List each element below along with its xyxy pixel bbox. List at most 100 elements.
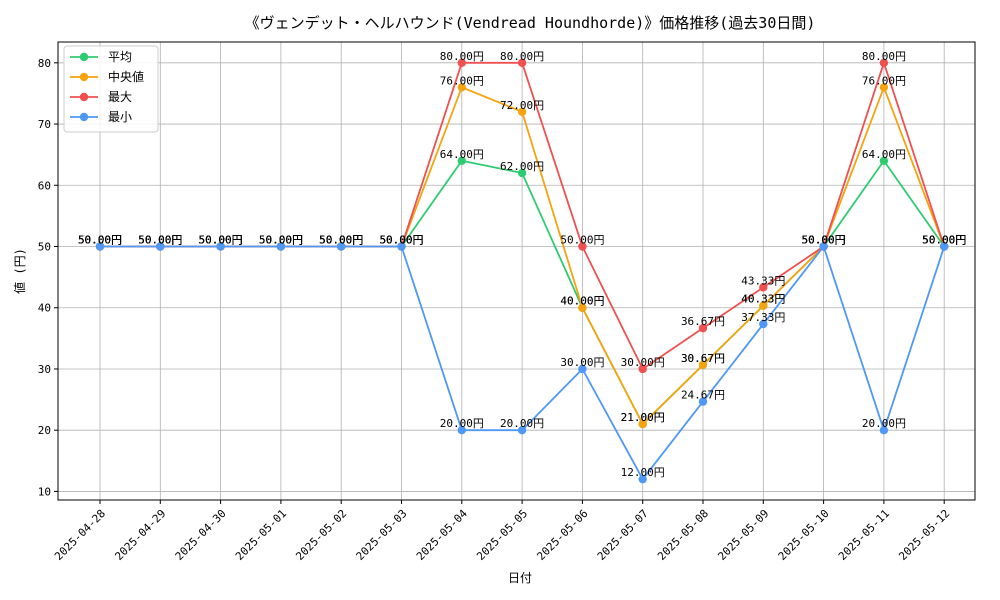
data-point	[698, 323, 708, 333]
data-label: 20.00円	[500, 417, 544, 430]
axes	[54, 41, 976, 504]
x-tick-label: 2025-05-05	[474, 507, 530, 563]
data-label: 50.00円	[78, 234, 122, 247]
data-point	[457, 156, 466, 165]
data-label: 50.00円	[802, 234, 846, 247]
data-label: 50.00円	[922, 234, 966, 247]
data-point	[517, 168, 527, 178]
x-tick-label: 2025-05-12	[896, 507, 952, 563]
data-label: 50.00円	[379, 234, 423, 247]
data-point	[638, 364, 647, 374]
legend-label: 最小	[108, 110, 132, 124]
series-group	[95, 58, 949, 484]
x-tick-label: 2025-05-04	[414, 507, 470, 563]
data-point	[457, 58, 466, 68]
data-label: 50.00円	[319, 234, 363, 247]
data-label: 40.00円	[560, 295, 604, 308]
plot-frame	[57, 41, 976, 501]
chart-title: 《ヴェンデット・ヘルハウンド(Vendread Houndhorde)》価格推移…	[245, 14, 816, 32]
data-label: 40.33円	[741, 293, 785, 306]
data-point	[698, 397, 708, 406]
x-tick-label: 2025-05-10	[776, 507, 832, 563]
data-label: 50.00円	[199, 234, 243, 247]
y-tick-label: 50	[38, 241, 51, 254]
data-point	[517, 107, 527, 117]
data-point	[759, 301, 768, 310]
data-label: 80.00円	[862, 50, 906, 63]
data-point	[457, 83, 466, 92]
data-point	[940, 242, 949, 251]
y-tick-label: 20	[38, 424, 51, 437]
data-point	[578, 242, 587, 251]
x-tick-label: 2025-05-11	[836, 507, 892, 563]
data-label: 50.00円	[259, 234, 303, 247]
y-tick-label: 60	[38, 179, 51, 192]
legend-swatch-marker	[79, 52, 89, 62]
legend-item: 平均	[70, 50, 132, 64]
data-label: 50.00円	[199, 234, 243, 247]
data-point	[879, 156, 889, 165]
x-tick-label: 2025-04-29	[112, 507, 168, 563]
data-label: 24.67円	[681, 389, 725, 402]
data-label: 50.00円	[259, 234, 303, 247]
data-label: 50.00円	[319, 234, 363, 247]
data-label: 50.00円	[802, 234, 846, 247]
data-label: 50.00円	[560, 234, 604, 247]
legend-label: 最大	[108, 90, 132, 104]
data-label: 50.00円	[259, 234, 303, 247]
data-point	[759, 283, 768, 292]
data-label: 43.33円	[741, 274, 785, 287]
data-label: 40.33円	[741, 293, 785, 306]
data-label: 50.00円	[199, 234, 243, 247]
legend-item: 中央値	[70, 69, 144, 84]
data-label: 80.00円	[440, 50, 484, 63]
data-label: 50.00円	[138, 234, 182, 247]
data-point	[337, 242, 346, 251]
data-label: 50.00円	[379, 234, 423, 247]
data-point	[457, 425, 466, 435]
data-label: 30.67円	[681, 352, 725, 365]
data-label: 30.00円	[560, 356, 604, 369]
data-label: 21.00円	[621, 411, 665, 424]
data-label: 50.00円	[922, 234, 966, 247]
data-label: 50.00円	[802, 234, 846, 247]
data-point	[578, 364, 587, 374]
data-label: 50.00円	[922, 234, 966, 247]
data-label: 62.00円	[500, 160, 544, 173]
x-tick-label: 2025-05-01	[233, 507, 289, 563]
legend-swatch-marker	[79, 92, 89, 102]
data-point	[638, 474, 647, 484]
data-label: 30.67円	[681, 352, 725, 365]
data-point	[517, 58, 527, 68]
data-point	[216, 242, 225, 251]
data-label: 50.00円	[138, 234, 182, 247]
x-tick-label: 2025-05-09	[715, 507, 771, 563]
data-label: 36.67円	[681, 315, 725, 328]
y-axis-label: 値 (円)	[12, 248, 27, 294]
data-point	[879, 83, 889, 92]
data-point	[698, 360, 708, 370]
data-label: 12.00円	[621, 466, 665, 479]
x-tick-label: 2025-05-07	[595, 507, 651, 563]
data-label: 50.00円	[319, 234, 363, 247]
data-label: 50.00円	[379, 234, 423, 247]
data-label: 72.00円	[500, 99, 544, 112]
data-point	[276, 242, 286, 251]
data-label: 50.00円	[78, 234, 122, 247]
legend-label: 平均	[108, 50, 132, 64]
data-label: 37.33円	[741, 311, 785, 324]
data-point	[879, 58, 889, 68]
legend-item: 最小	[70, 110, 132, 124]
y-tick-label: 30	[38, 363, 51, 376]
data-point	[638, 419, 647, 429]
legend-label: 中央値	[108, 69, 144, 84]
data-point	[95, 242, 105, 251]
y-tick-label: 70	[38, 118, 51, 131]
legend-item: 最大	[70, 90, 132, 104]
data-label: 30.00円	[621, 356, 665, 369]
x-tick-label: 2025-05-08	[655, 507, 711, 563]
data-label: 76.00円	[440, 74, 484, 87]
data-label: 64.00円	[862, 148, 906, 161]
